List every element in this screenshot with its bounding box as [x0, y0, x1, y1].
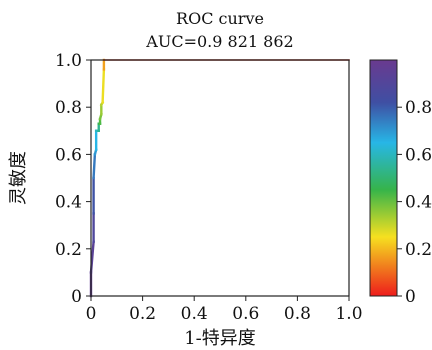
y-tick-label: 0.2: [55, 240, 82, 260]
roc-curve-segment: [92, 153, 97, 180]
colorbar-tick-label: 0.8: [405, 98, 432, 118]
chart-subtitle: AUC=0.9 821 862: [145, 32, 293, 51]
y-axis-ticks: 0 0.2 0.4 0.6 0.8 1.0: [55, 51, 91, 307]
chart-title: ROC curve: [176, 9, 264, 28]
plot-frame: [90, 59, 350, 297]
x-axis-ticks: 0 0.2 0.4 0.6 0.8 1.0: [86, 296, 363, 324]
plot-area: [89, 58, 350, 298]
colorbar-tick-label: 0.4: [405, 193, 432, 213]
x-tick-label: 1.0: [335, 304, 362, 324]
x-tick-label: 0.6: [232, 304, 259, 324]
y-tick-label: 1.0: [55, 51, 82, 71]
colorbar-ticks: 0 0.2 0.4 0.6 0.8: [397, 98, 432, 307]
colorbar-tick-label: 0.6: [405, 145, 432, 165]
colorbar: [369, 59, 398, 297]
x-tick-label: 0: [86, 304, 97, 324]
colorbar-tick-label: 0: [405, 287, 416, 307]
x-tick-label: 0.4: [181, 304, 208, 324]
colorbar-tick-label: 0.2: [405, 240, 432, 260]
y-tick-label: 0.6: [55, 145, 82, 165]
x-axis-label: 1-特异度: [184, 328, 256, 349]
x-tick-label: 0.8: [284, 304, 311, 324]
roc-curve-segment: [101, 68, 106, 104]
x-tick-label: 0.2: [129, 304, 156, 324]
y-axis-label: 灵敏度: [8, 151, 29, 205]
y-tick-label: 0.4: [55, 193, 82, 213]
y-tick-label: 0: [71, 287, 82, 307]
y-tick-label: 0.8: [55, 98, 82, 118]
